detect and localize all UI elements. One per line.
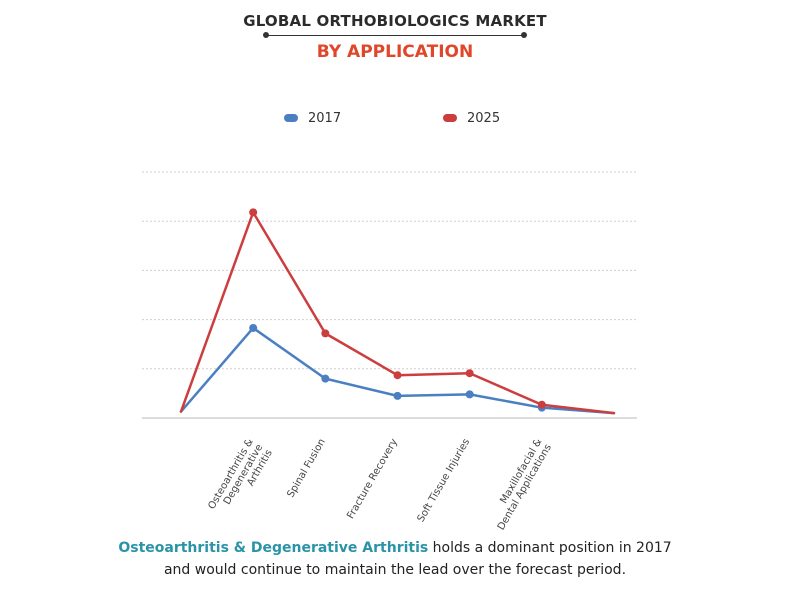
category-label: Spinal Fusion bbox=[285, 437, 327, 500]
category-label-line: Spinal Fusion bbox=[285, 437, 327, 500]
data-point-2025 bbox=[465, 369, 474, 378]
divider-dot-right bbox=[521, 32, 527, 38]
data-point-2017 bbox=[321, 374, 330, 383]
data-point-2017 bbox=[393, 391, 402, 400]
caption-line1: holds a dominant position in 2017 bbox=[428, 540, 672, 556]
legend-label-2025: 2025 bbox=[467, 110, 501, 126]
series-lines bbox=[179, 208, 616, 415]
line-chart: Osteoarthritis &DegenerativeArthritis Spi… bbox=[142, 171, 637, 530]
category-label-line: Soft Tissue Injuries bbox=[416, 437, 473, 524]
data-point-2025 bbox=[249, 208, 258, 217]
category-label: Fracture Recovery bbox=[345, 437, 400, 521]
data-point-2025 bbox=[321, 329, 330, 338]
series-line-2025 bbox=[179, 211, 616, 415]
legend-label-2017: 2017 bbox=[308, 110, 342, 126]
category-label: Osteoarthritis &DegenerativeArthritis bbox=[206, 437, 274, 523]
chart-caption: Osteoarthritis & Degenerative Arthritis … bbox=[0, 537, 790, 581]
divider-dot-left bbox=[263, 32, 269, 38]
category-tick-labels: Osteoarthritis &DegenerativeArthritis Spi… bbox=[206, 437, 554, 530]
title-divider bbox=[266, 35, 524, 36]
data-point-2017 bbox=[465, 390, 474, 399]
category-label: Soft Tissue Injuries bbox=[416, 437, 473, 524]
data-point-2025 bbox=[393, 371, 402, 380]
category-label: Maxillofacial &Dental Applications bbox=[486, 437, 554, 530]
series-line-2017 bbox=[179, 326, 616, 415]
legend-swatch-2017 bbox=[284, 114, 298, 122]
legend-swatch-2025 bbox=[443, 114, 457, 122]
legend-item-2025: 2025 bbox=[443, 110, 501, 126]
data-point-2017 bbox=[249, 323, 258, 332]
chart-subtitle: BY APPLICATION bbox=[316, 42, 474, 62]
caption-highlight: Osteoarthritis & Degenerative Arthritis bbox=[118, 540, 429, 556]
data-point-2025 bbox=[537, 400, 546, 409]
chart-title: GLOBAL ORTHOBIOLOGICS MARKET bbox=[243, 12, 547, 30]
grid-lines bbox=[142, 171, 637, 419]
legend-item-2017: 2017 bbox=[284, 110, 342, 126]
caption-line2: and would continue to maintain the lead … bbox=[163, 562, 627, 578]
category-label-line: Fracture Recovery bbox=[345, 437, 400, 521]
